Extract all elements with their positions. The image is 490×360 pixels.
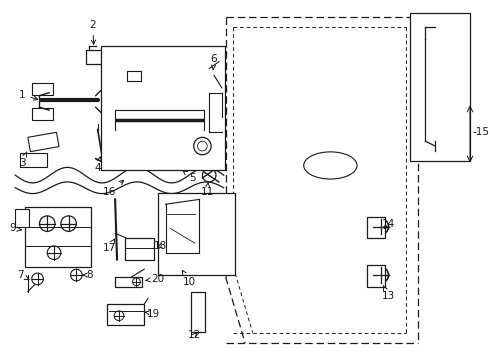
Text: 16: 16 <box>103 180 123 197</box>
Text: 14: 14 <box>382 219 395 229</box>
Text: 5: 5 <box>183 171 196 183</box>
Text: 11: 11 <box>200 183 214 197</box>
Text: 10: 10 <box>182 270 196 287</box>
Text: 6: 6 <box>211 54 218 69</box>
Text: 19: 19 <box>145 309 161 319</box>
Bar <box>28 132 59 152</box>
Text: 12: 12 <box>188 330 201 340</box>
Bar <box>107 304 144 325</box>
Text: 8: 8 <box>83 270 93 280</box>
Text: 7: 7 <box>17 270 29 280</box>
Text: 1: 1 <box>19 90 38 100</box>
Text: 18: 18 <box>154 241 167 251</box>
Text: -15: -15 <box>473 126 490 136</box>
Text: 17: 17 <box>103 239 116 253</box>
Bar <box>191 292 205 332</box>
Bar <box>20 153 47 167</box>
Text: 13: 13 <box>382 286 395 301</box>
Text: 20: 20 <box>146 274 164 284</box>
Text: 4: 4 <box>95 157 101 174</box>
Bar <box>32 108 53 120</box>
Bar <box>158 193 235 275</box>
Bar <box>367 217 385 238</box>
Bar <box>25 207 91 267</box>
Bar <box>115 277 142 287</box>
Bar <box>15 209 29 226</box>
Text: 2: 2 <box>90 20 96 44</box>
Bar <box>367 265 385 287</box>
Bar <box>86 50 103 64</box>
Text: 3: 3 <box>19 152 26 167</box>
Text: 9: 9 <box>9 224 22 234</box>
Bar <box>410 13 470 161</box>
Bar <box>100 46 225 170</box>
Bar <box>125 238 154 260</box>
Bar <box>32 83 53 95</box>
